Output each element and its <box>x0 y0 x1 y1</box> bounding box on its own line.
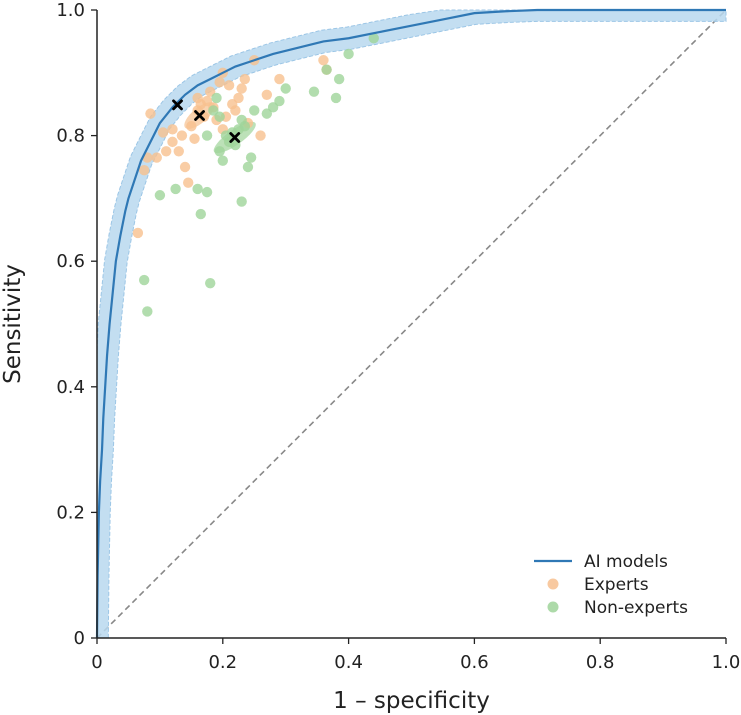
experts-point <box>274 73 285 85</box>
x-axis-title: 1 – specificity <box>333 688 490 714</box>
ai-confidence-band <box>96 9 727 639</box>
legend-label: Non-experts <box>584 598 688 618</box>
x-tick-label: 0.4 <box>334 652 363 673</box>
non-experts-point <box>239 120 251 132</box>
legend-label: Experts <box>584 575 649 595</box>
legend: AI models Experts Non-experts <box>534 552 688 618</box>
y-tick-label: 0.4 <box>56 377 85 398</box>
y-tick-label: 0.8 <box>56 126 85 147</box>
non-experts-point <box>170 183 181 195</box>
non-experts-point <box>142 306 153 317</box>
experts-point <box>205 86 216 97</box>
non-experts-point <box>267 102 279 113</box>
non-experts-point <box>321 64 332 75</box>
experts-point <box>239 73 251 85</box>
y-tick-label: 0.2 <box>56 502 85 523</box>
legend-label: AI models <box>584 552 668 572</box>
chance-diagonal-line <box>96 9 727 639</box>
experts-point <box>223 80 235 91</box>
experts-point <box>236 83 247 94</box>
non-experts-point <box>138 274 150 286</box>
x-tick-label: 0.2 <box>208 652 237 673</box>
non-experts-point <box>211 92 222 104</box>
non-experts-point <box>261 108 273 119</box>
non-experts-point <box>201 130 213 141</box>
experts-point <box>183 177 194 188</box>
non-experts-point <box>343 48 354 60</box>
experts-point <box>233 92 244 104</box>
experts-point <box>230 105 241 116</box>
experts-point <box>138 164 150 176</box>
experts-point <box>189 133 200 144</box>
non-experts-point <box>249 105 260 116</box>
experts-point <box>151 152 162 163</box>
non-experts-point <box>368 33 379 44</box>
mean-marker <box>194 110 205 121</box>
x-tick-label: 0.8 <box>586 652 615 673</box>
experts-point <box>173 146 184 157</box>
y-axis-title: Sensitivity <box>0 264 26 384</box>
experts-point <box>160 146 172 157</box>
non-experts-point <box>333 73 345 85</box>
non-experts-point <box>201 186 213 198</box>
mean-marker <box>172 99 183 111</box>
non-experts-point <box>195 208 206 220</box>
y-tick-label: 1.0 <box>56 0 85 21</box>
x-tick-label: 0.6 <box>460 652 489 673</box>
y-tick-label: 0 <box>74 628 85 649</box>
non-experts-point <box>208 105 219 116</box>
non-experts-point <box>205 277 216 289</box>
experts-point <box>157 127 169 138</box>
non-experts-point <box>214 146 225 157</box>
legend-dot-non-experts <box>547 601 559 613</box>
ai-models-roc-line <box>95 8 726 639</box>
axes: 00 0.2 0.2 0.4 0.4 0.6 0.6 0.8 0.8 1.0 1.0 <box>56 0 740 673</box>
non-experts-point <box>245 152 257 163</box>
experts-point <box>145 108 156 119</box>
experts-point <box>261 89 273 100</box>
non-experts-point <box>274 95 285 107</box>
experts-point <box>167 124 178 135</box>
experts-point <box>255 130 266 141</box>
experts-point <box>176 130 188 141</box>
non-experts-point <box>236 196 247 207</box>
experts-point <box>186 120 197 132</box>
experts-point <box>192 92 203 104</box>
non-experts-point <box>308 86 320 97</box>
y-tick-label: 0.6 <box>56 251 85 272</box>
non-experts-point <box>214 111 225 122</box>
mean-marker <box>229 132 241 143</box>
non-experts-point <box>242 161 254 173</box>
plot-area <box>95 8 727 639</box>
experts-point <box>179 161 191 173</box>
non-experts-point <box>154 190 166 201</box>
experts-point <box>201 95 213 107</box>
non-experts-point <box>192 183 203 195</box>
legend-dot-experts <box>547 578 559 590</box>
non-experts-point <box>280 83 291 94</box>
non-experts-point <box>217 155 228 166</box>
experts-point <box>167 136 178 148</box>
experts-point <box>132 227 144 239</box>
experts-point <box>318 55 329 66</box>
x-tick-label: 1.0 <box>712 652 741 673</box>
non-experts-point <box>330 92 342 104</box>
experts-point <box>214 77 225 88</box>
x-tick-label: 0 <box>91 652 102 673</box>
